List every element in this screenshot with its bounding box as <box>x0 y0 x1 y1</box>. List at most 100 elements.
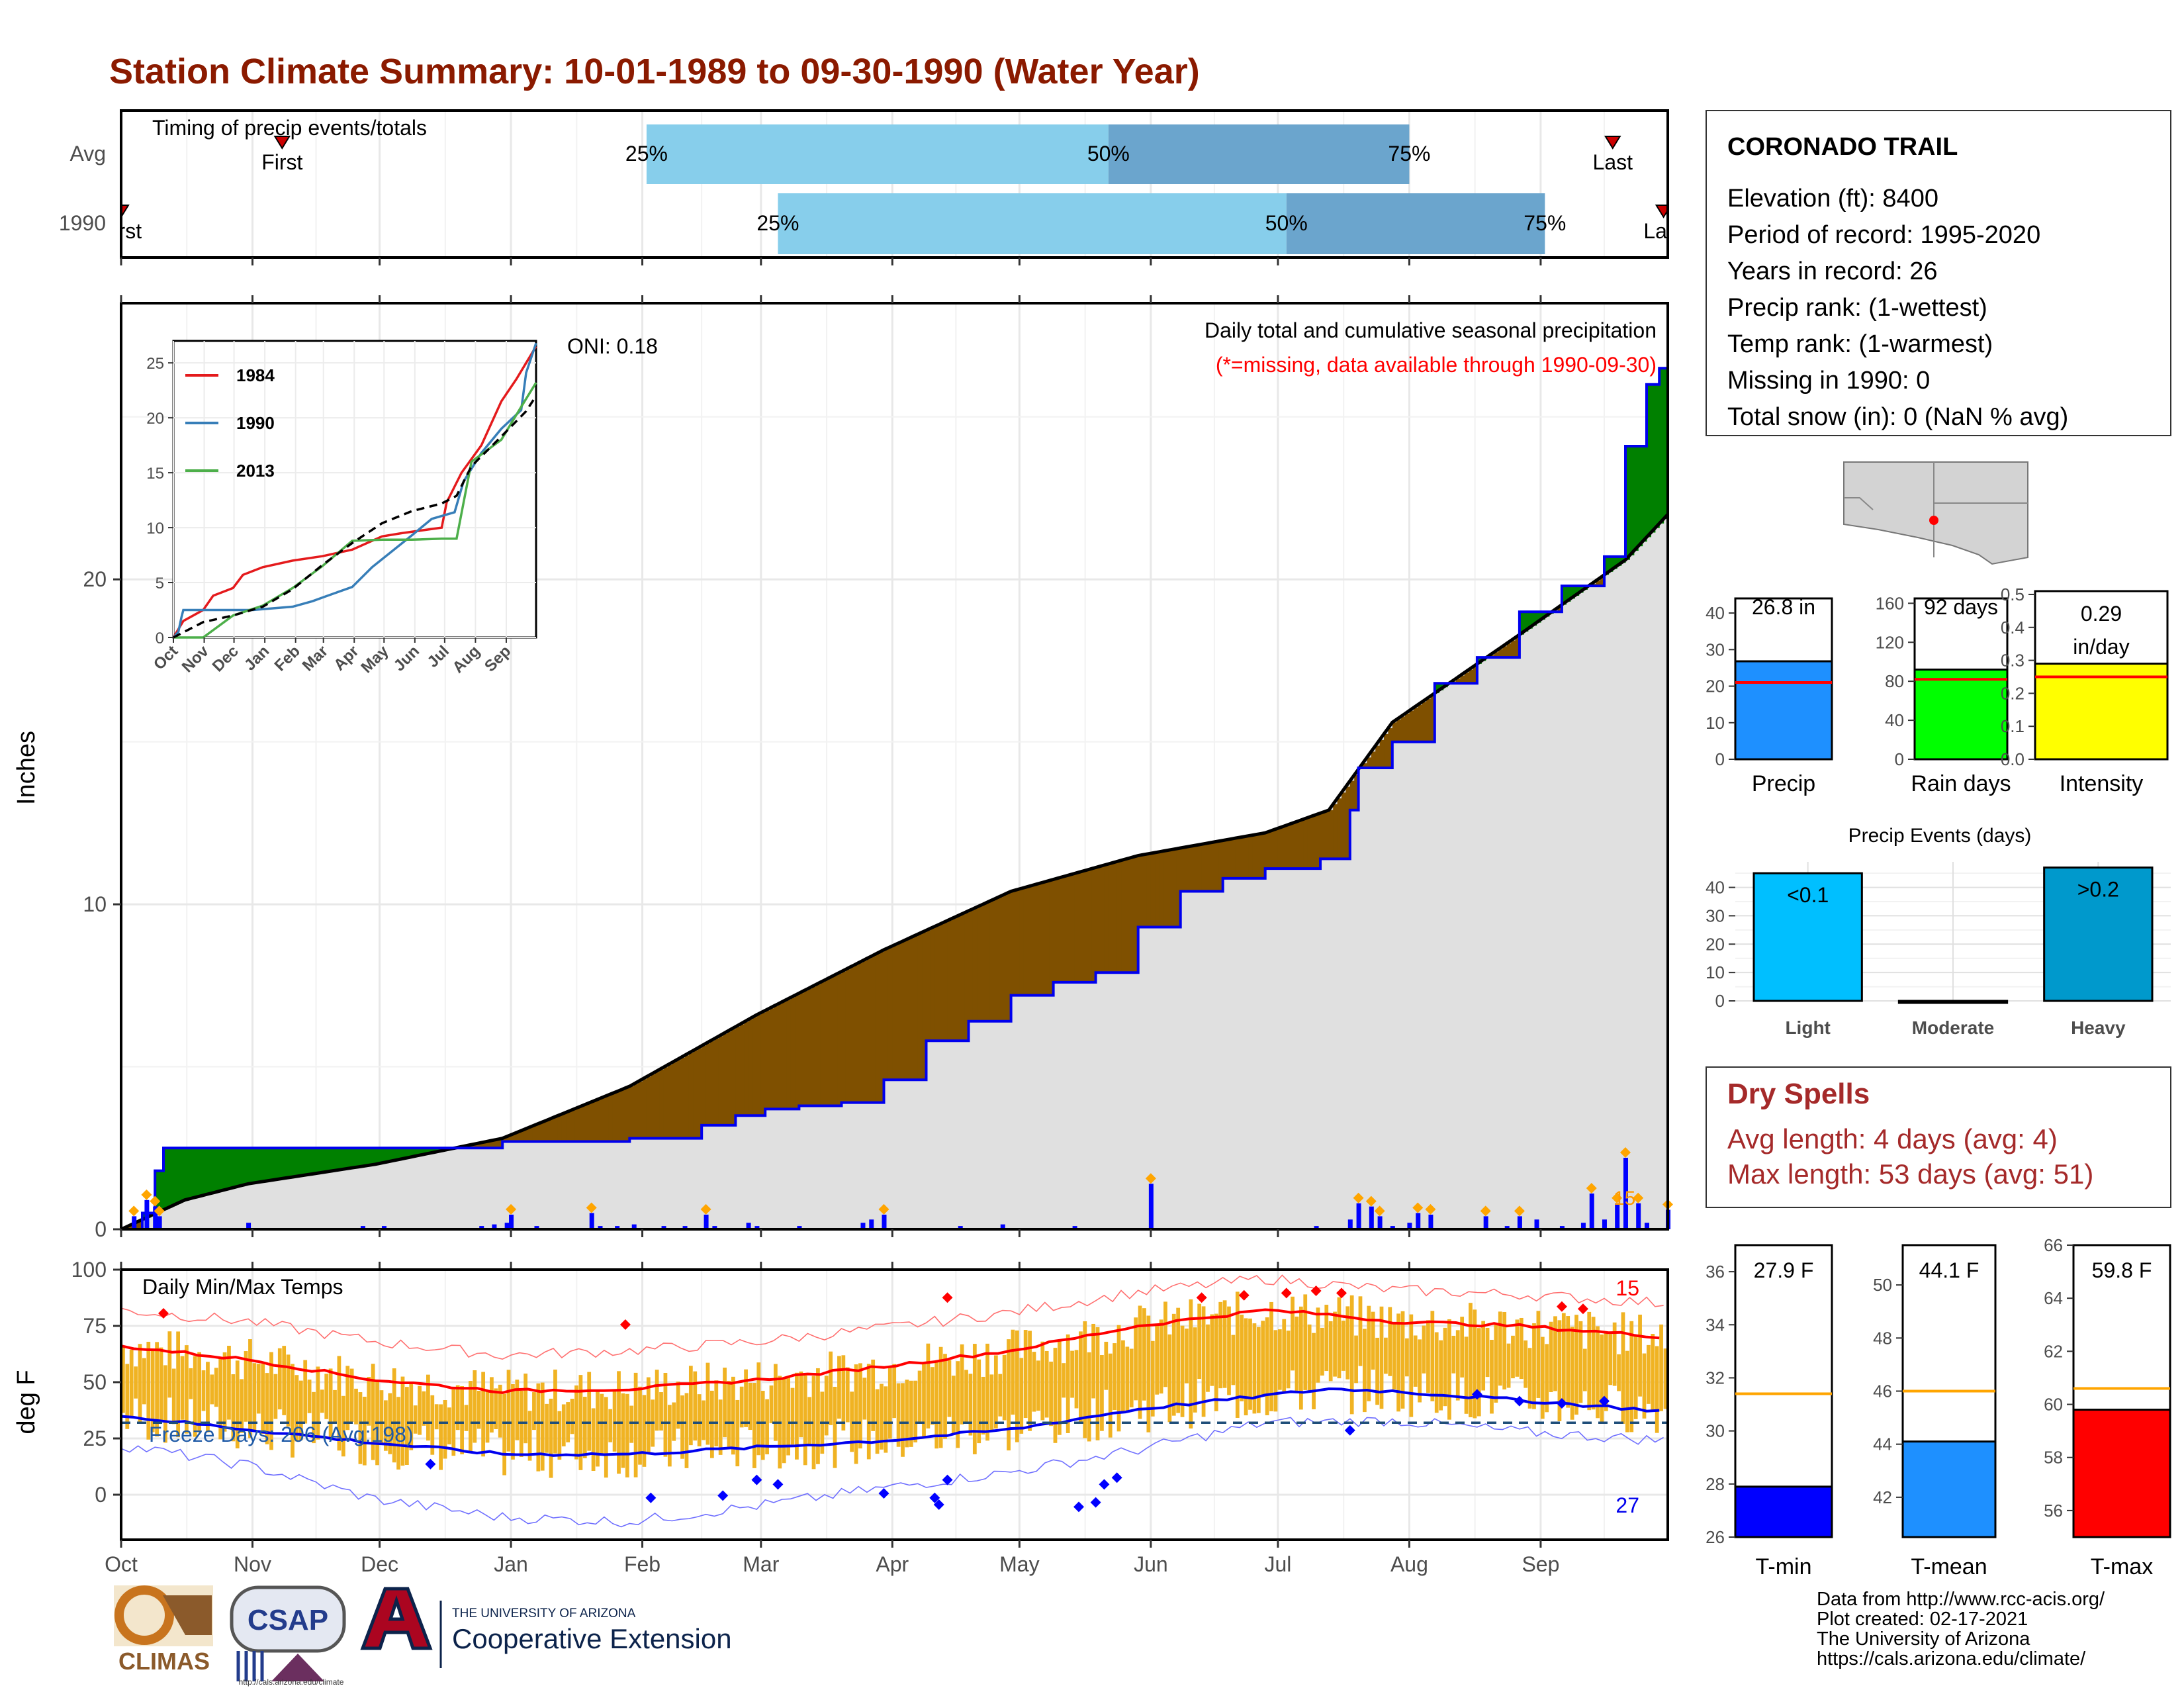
daily-temp-bar <box>1282 1319 1287 1393</box>
daily-temp-bar <box>943 1354 947 1439</box>
precip-extreme-marker <box>154 1205 165 1217</box>
month-label: Jan <box>494 1552 528 1576</box>
below-normal-fill <box>1036 884 1041 996</box>
daily-temp-bar <box>917 1370 922 1423</box>
above-normal-fill <box>214 1148 219 1193</box>
daily-temp-bar <box>320 1389 324 1413</box>
daily-temp-bar <box>1121 1340 1125 1413</box>
daily-temp-bar <box>977 1359 981 1444</box>
daily-temp-bar <box>570 1399 574 1434</box>
daily-precip-bar <box>1580 1223 1586 1229</box>
month-label: May <box>999 1552 1039 1576</box>
daily-temp-bar <box>1426 1320 1430 1393</box>
daily-temp-bar <box>612 1391 617 1452</box>
daily-temp-bar <box>129 1349 134 1417</box>
above-normal-fill <box>189 1148 194 1199</box>
daily-temp-bar <box>159 1347 163 1421</box>
y-tick-label: 160 <box>1876 593 1904 613</box>
below-normal-fill <box>1307 818 1312 869</box>
university-a-icon <box>360 1587 433 1650</box>
daily-temp-bar <box>286 1354 291 1427</box>
record-min-line <box>120 1417 1664 1528</box>
below-normal-fill <box>1235 838 1240 878</box>
above-normal-fill <box>320 1148 325 1173</box>
daily-temp-bar <box>1201 1306 1206 1417</box>
daily-temp-bar <box>1324 1305 1329 1372</box>
station-total-snow: Total snow (in): 0 (NaN % avg) <box>1727 403 2068 431</box>
daily-temp-bar <box>1087 1352 1091 1442</box>
cold-extreme-marker <box>933 1499 944 1510</box>
events-bar <box>1897 1000 2009 1004</box>
below-normal-fill <box>977 907 982 1021</box>
daily-precip-bar <box>1390 1226 1395 1229</box>
below-normal-fill <box>1053 879 1058 982</box>
daily-temp-bar <box>273 1374 278 1419</box>
below-normal-fill <box>469 1145 474 1149</box>
daily-temp-bar <box>1451 1335 1456 1374</box>
above-normal-fill <box>277 1148 283 1180</box>
daily-precip-bar <box>1377 1216 1383 1229</box>
daily-temp-bar <box>481 1372 485 1457</box>
daily-temp-bar <box>1557 1320 1562 1421</box>
below-normal-fill <box>1384 733 1389 768</box>
daily-temp-bar <box>786 1378 790 1456</box>
above-normal-fill <box>354 1148 359 1168</box>
daily-temp-bar <box>1053 1348 1058 1443</box>
daily-temp-bar <box>303 1360 308 1424</box>
daily-temp-bar <box>1400 1311 1405 1409</box>
below-normal-fill <box>570 1110 575 1142</box>
daily-temp-bar <box>1218 1301 1223 1389</box>
below-normal-fill <box>608 1095 614 1142</box>
daily-temp-bar <box>702 1400 705 1440</box>
daily-temp-bar <box>1375 1337 1379 1405</box>
daily-temp-bar <box>774 1364 778 1441</box>
below-normal-fill <box>1282 826 1287 869</box>
above-normal-fill <box>282 1148 287 1179</box>
precip-extreme-marker <box>1480 1205 1491 1217</box>
daily-temp-bar <box>901 1383 905 1457</box>
precip-daily-bars <box>128 1147 1673 1229</box>
below-normal-fill <box>1388 728 1393 768</box>
timing-bar-q3 <box>1108 124 1410 184</box>
above-normal-fill <box>231 1148 236 1188</box>
observed-cumulative-line <box>121 358 1669 1231</box>
climas-logo-ring <box>114 1585 174 1645</box>
below-normal-fill <box>1201 844 1206 892</box>
precip-extreme-marker <box>1612 1192 1623 1203</box>
inset-legend: 1984 1990 2013 <box>185 365 275 481</box>
y-tick-label: 20 <box>1706 677 1725 696</box>
below-normal-fill <box>1007 893 1012 1021</box>
daily-temp-bar <box>574 1385 578 1460</box>
daily-temp-bar <box>782 1379 786 1464</box>
y-tick-label: 64 <box>2044 1288 2063 1308</box>
daily-temp-bar <box>1532 1323 1536 1409</box>
y-tick-label: 120 <box>1876 632 1904 652</box>
below-normal-fill <box>1295 822 1300 869</box>
below-normal-fill <box>1248 835 1253 878</box>
daily-temp-bar <box>1561 1313 1566 1403</box>
daily-temp-bar <box>591 1408 596 1471</box>
daily-temp-bar <box>1206 1324 1210 1392</box>
daily-temp-bar <box>1477 1328 1481 1417</box>
above-normal-fill <box>244 1148 249 1185</box>
daily-precip-bar <box>1589 1194 1594 1229</box>
daily-precip-bar <box>132 1216 137 1229</box>
daily-precip-bar <box>712 1226 717 1229</box>
daily-temp-bar <box>1519 1317 1524 1380</box>
above-normal-fill <box>159 1170 164 1212</box>
daily-temp-bar <box>1180 1325 1185 1417</box>
cold-extreme-marker <box>929 1492 940 1503</box>
daily-temp-bar <box>709 1390 714 1458</box>
daily-temp-bar <box>523 1374 528 1444</box>
last-event-label: Last <box>1643 219 1684 243</box>
daily-precip-bar <box>246 1223 251 1229</box>
daily-temp-bar <box>633 1372 638 1477</box>
above-normal-fill <box>1604 556 1609 575</box>
daily-temp-bar <box>404 1387 409 1466</box>
timing-pct-label: 75% <box>1388 142 1430 165</box>
month-label: Jun <box>1134 1552 1168 1576</box>
below-normal-fill <box>841 971 846 1103</box>
daily-temp-bar <box>866 1364 871 1460</box>
avg-tmin-line <box>120 1387 1660 1457</box>
bar-value <box>1734 660 1833 761</box>
